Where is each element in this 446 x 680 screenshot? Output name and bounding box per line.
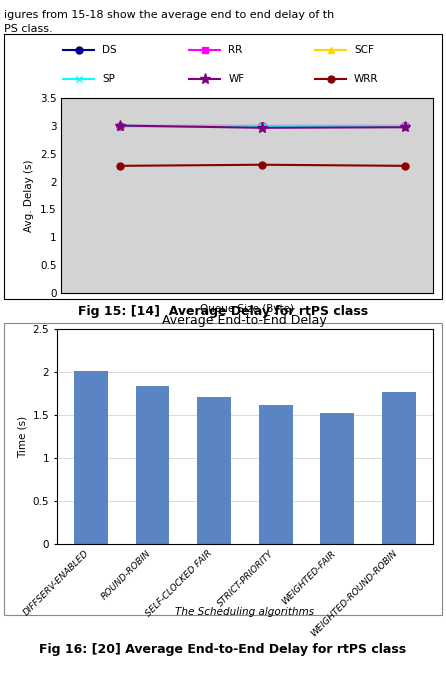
Text: igures from 15-18 show the average end to end delay of th: igures from 15-18 show the average end t…: [4, 10, 334, 20]
Text: PS class.: PS class.: [4, 24, 53, 34]
FancyBboxPatch shape: [4, 323, 442, 615]
Text: The Scheduling algorithms: The Scheduling algorithms: [175, 607, 314, 617]
FancyBboxPatch shape: [4, 34, 442, 299]
Text: Fig 16: [20] Average End-to-End Delay for rtPS class: Fig 16: [20] Average End-to-End Delay fo…: [39, 643, 407, 656]
